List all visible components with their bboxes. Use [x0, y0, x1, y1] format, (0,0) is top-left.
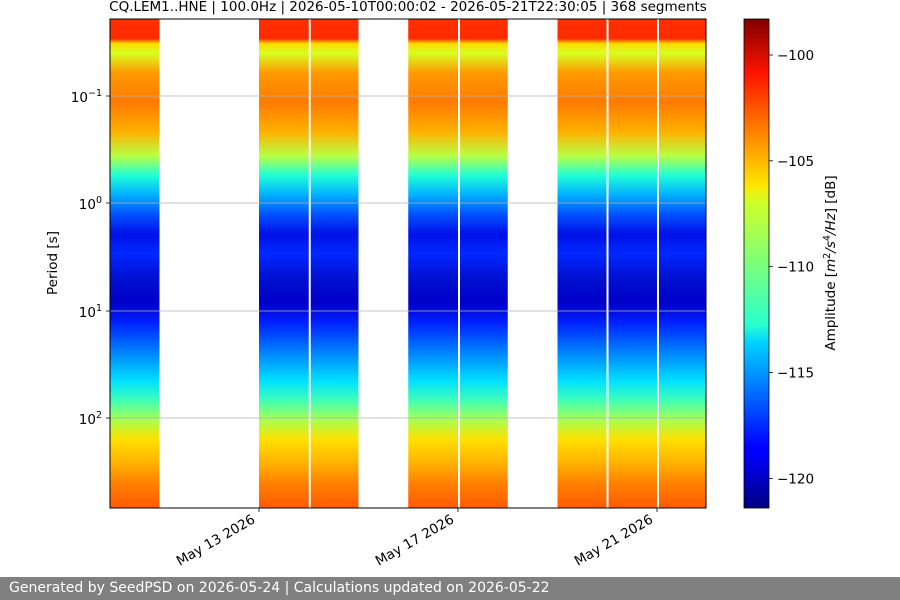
segment-gap [656, 19, 659, 508]
data-segment [109, 19, 160, 508]
colorbar-label: Amplitude [m2/s4/Hz] [dB] [822, 175, 839, 350]
colorbar: −100 −105 −110 −115 −120 Amplitude [m2/s4/Hz… [743, 18, 839, 509]
grid-lines [110, 95, 706, 419]
data-segment [557, 19, 706, 508]
footer-status-bar: Generated by SeedPSD on 2026-05-24 | Cal… [0, 577, 900, 600]
x-tick-label-may21: May 21 2026 [572, 512, 656, 570]
y-tick-label-1e-1: 10−1 [71, 88, 102, 106]
colorbar-tick-label: −115 [777, 366, 814, 382]
segment-gap [308, 19, 311, 508]
x-axis-ticks: May 13 2026 May 17 2026 May 21 2026 [174, 508, 658, 570]
x-tick-label-may17: May 17 2026 [373, 512, 457, 570]
x-tick-label-may13: May 13 2026 [174, 512, 258, 570]
colorbar-ticks: −100 −105 −110 −115 −120 [769, 48, 814, 487]
chart-title: CQ.LEM1..HNE | 100.0Hz | 2026-05-10T00:0… [109, 0, 707, 15]
plot-frame [109, 18, 707, 509]
colorbar-tick-label: −120 [777, 471, 814, 487]
y-tick-label-1e2: 102 [79, 410, 102, 428]
segment-gap [606, 19, 609, 508]
segment-gap [458, 19, 460, 508]
y-tick-label-1e1: 101 [79, 303, 102, 321]
y-axis-ticks: 10−1 100 101 102 [71, 88, 110, 428]
colorbar-tick-label: −100 [777, 48, 814, 64]
y-tick-label-1e0: 100 [79, 195, 102, 213]
colorbar-gradient [743, 18, 770, 509]
colorbar-tick-label: −110 [777, 260, 814, 276]
spectrogram-data-segments [109, 19, 706, 508]
colorbar-tick-label: −105 [777, 154, 814, 170]
psd-spectrogram-chart: CQ.LEM1..HNE | 100.0Hz | 2026-05-10T00:0… [45, 0, 839, 570]
y-axis-label: Period [s] [45, 231, 61, 295]
